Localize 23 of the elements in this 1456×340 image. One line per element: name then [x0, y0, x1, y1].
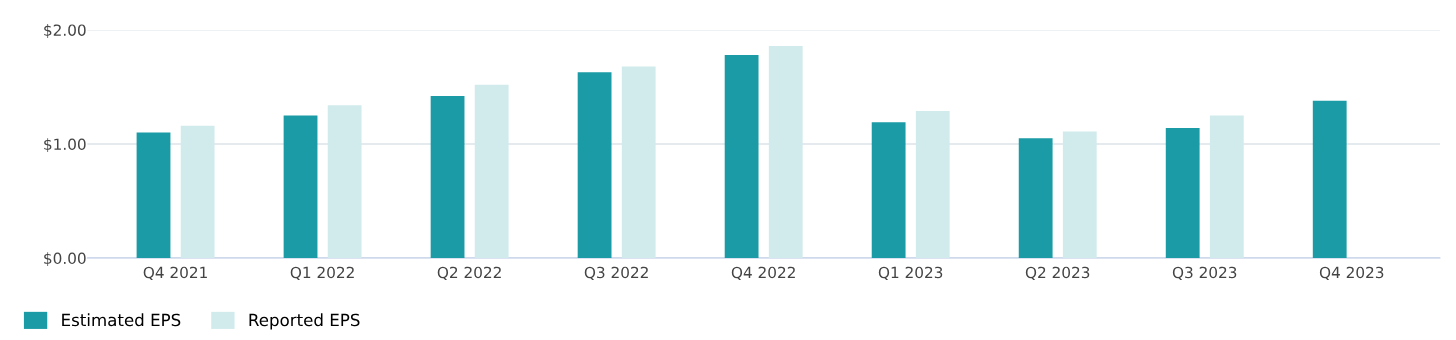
x-tick-label: Q4 2022	[731, 266, 795, 280]
x-tick-label: Q2 2023	[1025, 266, 1090, 280]
x-tick-label: Q4 2023	[1319, 266, 1384, 280]
y-tick-label: $2.00	[44, 24, 86, 38]
bar	[724, 55, 759, 259]
legend-label: Estimated EPS	[62, 313, 181, 327]
y-tick-label: $1.00	[44, 138, 86, 153]
x-tick-label: Q1 2022	[290, 266, 354, 280]
bar	[1312, 100, 1347, 259]
legend-label: Reported EPS	[249, 313, 360, 330]
bar	[577, 72, 612, 259]
x-tick-label: Q3 2022	[584, 266, 648, 280]
x-tick-label: Q1 2023	[878, 266, 943, 280]
bar	[871, 122, 906, 259]
y-tick-label: $0.00	[44, 252, 86, 267]
x-tick-label: Q3 2023	[1172, 266, 1237, 280]
x-tick-label: Q2 2022	[437, 266, 501, 280]
bar	[1165, 128, 1200, 259]
bar	[283, 115, 318, 259]
bar	[430, 96, 465, 259]
bar	[136, 132, 171, 259]
bar	[1018, 138, 1053, 259]
x-tick-label: Q4 2021	[143, 266, 207, 280]
